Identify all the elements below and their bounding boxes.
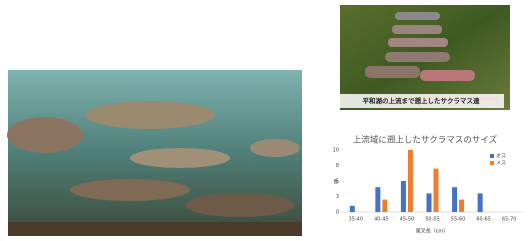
bar — [382, 200, 387, 212]
page: {"slide":{"caption":"平和湖の上流まで遡上したサクラマス達"… — [0, 0, 528, 241]
legend-swatch — [490, 154, 494, 158]
x-axis-label: 尾叉長（cm） — [416, 229, 449, 235]
chart-title: 上流域に遡上したサクラマスのサイズ — [353, 135, 498, 146]
bar — [478, 193, 483, 212]
x-tick-label: 60-65 — [476, 217, 491, 223]
slide: 平和湖の上流まで遡上したサクラマス達 上流域に遡上したサクラマスのサイズ 数 尾… — [0, 0, 528, 241]
legend-swatch — [490, 161, 494, 165]
y-tick-label: 0 — [336, 210, 339, 216]
photo-caption: 平和湖の上流まで遡上したサクラマス達 — [363, 96, 481, 105]
fish-photo: 平和湖の上流まで遡上したサクラマス達 — [338, 5, 510, 110]
bar — [434, 169, 439, 212]
bar — [401, 181, 406, 212]
y-tick-label: 8 — [336, 163, 339, 169]
bar — [375, 187, 380, 212]
y-tick-label: 5 — [336, 179, 339, 185]
bar — [350, 206, 355, 212]
y-tick-label: 3 — [336, 194, 339, 200]
bar — [408, 150, 413, 212]
x-tick-label: 50-55 — [425, 217, 440, 223]
bar — [427, 193, 432, 212]
legend-label: メス — [496, 161, 506, 167]
x-tick-label: 55-60 — [451, 217, 466, 223]
x-tick-label: 65-70 — [502, 217, 517, 223]
x-tick-label: 35-40 — [349, 217, 364, 223]
legend-label: オス — [496, 154, 506, 160]
y-tick-label: 10 — [333, 148, 339, 154]
bar — [459, 200, 464, 212]
underwater-photo — [7, 70, 302, 236]
bar — [452, 187, 457, 212]
x-tick-label: 40-45 — [374, 217, 389, 223]
x-tick-label: 45-50 — [400, 217, 415, 223]
